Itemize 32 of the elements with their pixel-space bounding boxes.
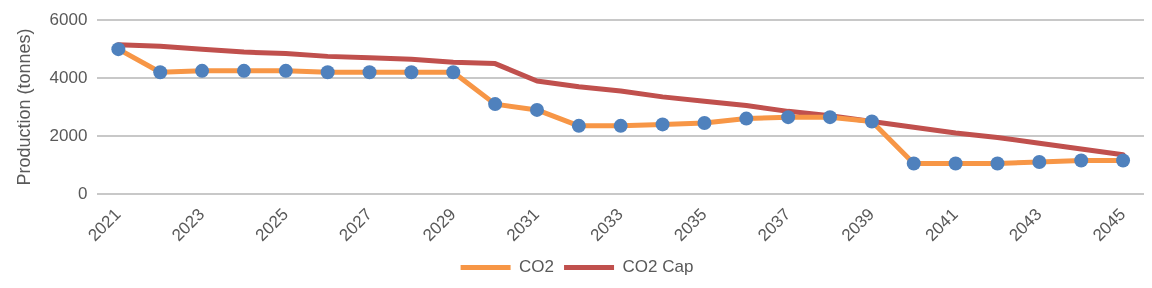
point	[362, 65, 377, 80]
point	[153, 65, 168, 80]
point	[488, 97, 503, 112]
point	[1116, 153, 1131, 168]
point	[1074, 153, 1089, 168]
point	[613, 118, 628, 133]
y-tick-label: 4000	[49, 67, 88, 87]
point	[278, 63, 293, 78]
y-tick-label: 0	[77, 183, 88, 203]
point	[236, 63, 251, 78]
point	[990, 156, 1005, 171]
point	[864, 114, 879, 129]
point	[697, 115, 712, 130]
point	[404, 65, 419, 80]
point	[320, 65, 335, 80]
point	[195, 63, 210, 78]
legend-label: CO2	[519, 257, 555, 277]
y-axis-title: Production (tonnes)	[13, 28, 34, 186]
legend-label: CO2 Cap	[622, 257, 694, 277]
point	[655, 117, 670, 132]
y-tick-label: 6000	[49, 9, 88, 29]
point	[823, 110, 838, 125]
point	[1032, 155, 1047, 169]
point	[571, 118, 586, 133]
y-tick-label: 2000	[49, 125, 88, 145]
point	[781, 110, 796, 125]
point	[739, 111, 754, 126]
point	[111, 42, 126, 57]
point	[948, 156, 963, 171]
point	[446, 65, 461, 80]
point	[529, 102, 544, 117]
point	[906, 156, 921, 171]
